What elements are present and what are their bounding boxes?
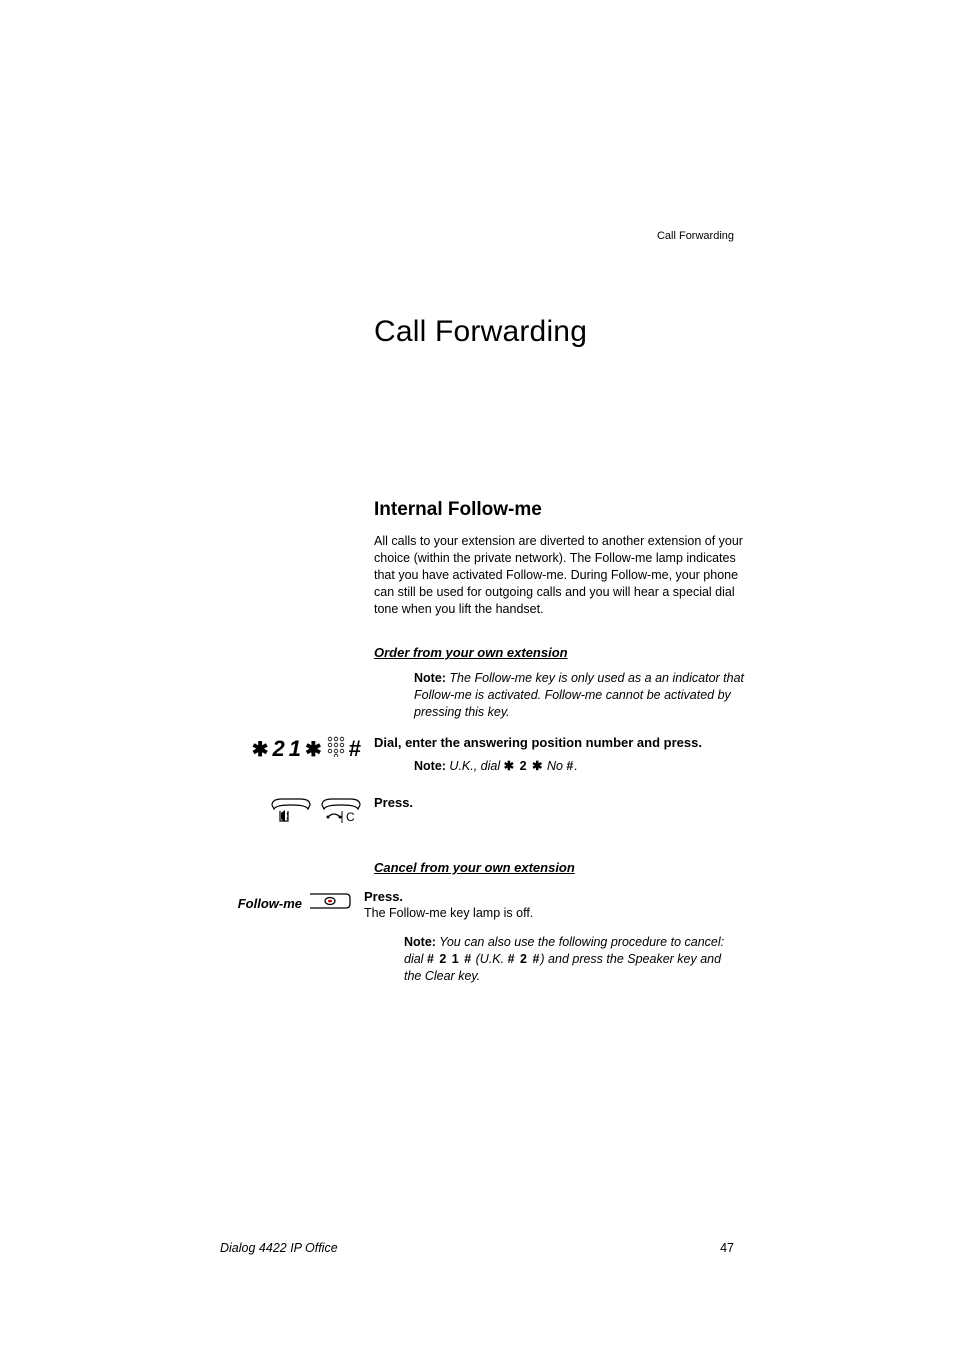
dial-sequence: ✱ 2 1 ✱ <box>252 735 362 763</box>
digit-2: 2 <box>272 736 285 762</box>
press-row: C Press. <box>220 795 734 830</box>
footer-product: Dialog 4422 IP Office <box>220 1241 338 1255</box>
note-label: Note: <box>404 935 436 949</box>
star-icon: ✱ <box>252 737 270 762</box>
pound-icon: # <box>349 736 362 762</box>
note-text: U.K., dial <box>446 759 504 773</box>
keypad-icon <box>326 735 346 763</box>
note-text: . <box>574 759 577 773</box>
note-label: Note: <box>414 759 446 773</box>
note-text: No <box>543 759 566 773</box>
page: Call Forwarding Call Forwarding Internal… <box>0 0 954 1350</box>
cancel-heading: Cancel from your own extension <box>374 860 734 875</box>
dial-instr-col: Dial, enter the answering position numbe… <box>374 735 734 773</box>
intro-paragraph: All calls to your extension are diverted… <box>374 533 744 617</box>
page-number: 47 <box>720 1241 734 1255</box>
dial-seq-inline: # 2 # <box>508 952 541 966</box>
lamp-key-icon <box>308 892 352 915</box>
follow-me-label: Follow-me <box>238 896 302 911</box>
order-heading: Order from your own extension <box>374 645 734 660</box>
cancel-press: Press. <box>364 889 734 904</box>
note-text: (U.K. <box>472 952 507 966</box>
note-label: Note: <box>414 671 446 685</box>
press-keys-col: C <box>220 795 374 830</box>
chapter-title: Call Forwarding <box>374 315 734 349</box>
speaker-key-icon <box>270 795 312 830</box>
dial-row: ✱ 2 1 ✱ <box>220 735 734 773</box>
svg-text:C: C <box>346 810 355 824</box>
star-icon: ✱ <box>305 737 323 762</box>
followme-key-col: Follow-me <box>220 889 364 917</box>
note-1: Note: The Follow-me key is only used as … <box>414 670 744 721</box>
digit-1: 1 <box>289 736 302 762</box>
dial-seq-inline: ✱ 2 ✱ <box>504 759 544 773</box>
note-3: Note: You can also use the following pro… <box>404 934 734 985</box>
cancel-sub: The Follow-me key lamp is off. <box>364 906 734 920</box>
note-text: The Follow-me key is only used as a an i… <box>414 671 744 719</box>
page-footer: Dialog 4422 IP Office 47 <box>220 1241 734 1255</box>
press-instruction: Press. <box>374 795 734 810</box>
press-instr-col: Press. <box>374 795 734 810</box>
cancel-instr-col: Press. The Follow-me key lamp is off. No… <box>364 889 734 985</box>
clear-key-icon: C <box>320 795 362 830</box>
dial-sequence-col: ✱ 2 1 ✱ <box>220 735 374 763</box>
running-head: Call Forwarding <box>657 230 734 242</box>
note-2: Note: U.K., dial ✱ 2 ✱ No #. <box>414 758 734 773</box>
follow-me-key: Follow-me <box>238 892 352 915</box>
dial-seq-inline: # 2 1 # <box>427 952 472 966</box>
cancel-row: Follow-me Press. The Follow-me key lamp … <box>220 889 734 985</box>
section-title: Internal Follow-me <box>374 499 734 521</box>
dial-instruction: Dial, enter the answering position numbe… <box>374 735 734 750</box>
